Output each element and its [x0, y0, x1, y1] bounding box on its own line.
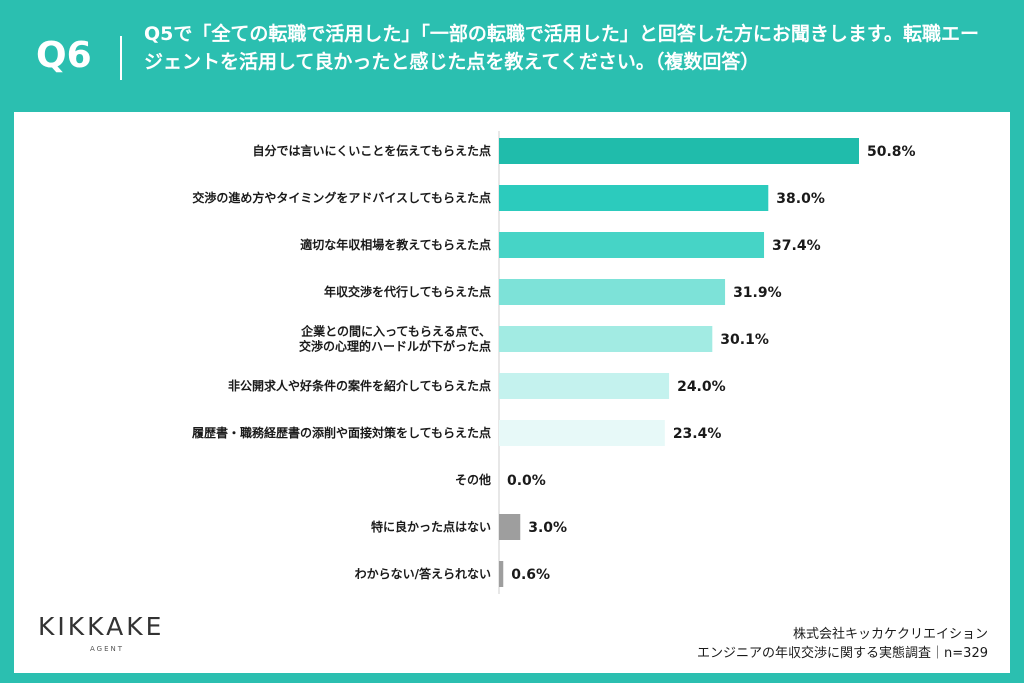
- value-label: 30.1%: [720, 332, 769, 348]
- header: Q6 Q5で「全ての転職で活用した」「一部の転職で活用した」と回答した方にお聞き…: [0, 0, 1024, 112]
- value-label: 31.9%: [733, 285, 782, 301]
- value-label: 50.8%: [867, 144, 916, 160]
- category-label: わからない/答えられない: [355, 566, 491, 581]
- bar-chart: 自分では言いにくいことを伝えてもらえた点 50.8% 交渉の進め方やタイミングをアド…: [191, 131, 916, 594]
- category-label: その他: [455, 472, 491, 487]
- bar: [499, 561, 504, 587]
- question-text: Q5で「全ての転職で活用した」「一部の転職で活用した」と回答した方にお聞きします…: [144, 23, 979, 73]
- question-number: Q6: [36, 35, 92, 76]
- value-label: 37.4%: [772, 238, 821, 254]
- value-label: 24.0%: [677, 379, 726, 395]
- footer-survey-info: エンジニアの年収交渉に関する実態調査｜n=329: [697, 646, 988, 661]
- logo-wordmark: KIKKAKE: [38, 612, 165, 641]
- value-label: 38.0%: [776, 191, 825, 207]
- category-label: 企業との間に入ってもらえる点で、交渉の心理的ハードルが下がった点: [299, 324, 491, 354]
- category-label: 自分では言いにくいことを伝えてもらえた点: [252, 143, 491, 158]
- chart-panel: 自分では言いにくいことを伝えてもらえた点 50.8% 交渉の進め方やタイミングをアド…: [14, 112, 1010, 673]
- value-label: 0.0%: [507, 473, 546, 489]
- header-divider: [120, 36, 122, 80]
- bar: [499, 326, 713, 352]
- bar: [499, 373, 670, 399]
- bar: [499, 420, 665, 446]
- bar: [499, 232, 765, 258]
- value-label: 0.6%: [511, 567, 550, 583]
- category-label: 特に良かった点はない: [371, 519, 491, 534]
- category-label: 交渉の進め方やタイミングをアドバイスしてもらえた点: [192, 190, 491, 205]
- value-label: 23.4%: [673, 426, 722, 442]
- bar: [499, 185, 769, 211]
- category-label: 年収交渉を代行してもらえた点: [324, 284, 491, 299]
- kikkake-logo: KIKKAKE AGENT: [38, 612, 208, 662]
- logo-subtitle: AGENT: [89, 645, 125, 653]
- bar: [499, 138, 859, 164]
- footer-company: 株式会社キッカケクリエイション: [792, 627, 988, 642]
- category-label: 非公開求人や好条件の案件を紹介してもらえた点: [228, 378, 491, 393]
- category-label: 適切な年収相場を教えてもらえた点: [300, 237, 491, 252]
- bar: [499, 514, 521, 540]
- bar: [499, 279, 726, 305]
- category-label: 履歴書・職務経歴書の添削や面接対策をしてもらえた点: [191, 425, 491, 440]
- value-label: 3.0%: [528, 520, 567, 536]
